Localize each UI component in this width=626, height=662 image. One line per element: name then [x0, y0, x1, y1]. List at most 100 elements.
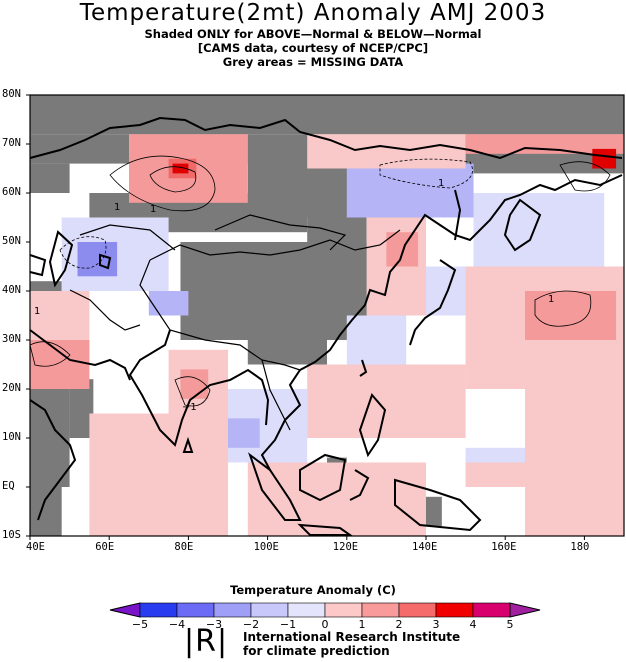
border-mongolia — [214, 214, 347, 251]
field-blue_dark — [77, 242, 118, 277]
contour-label: 1 — [34, 306, 40, 317]
field-missing — [30, 95, 624, 135]
coastline-taiwan — [359, 359, 368, 377]
subtitle-missing-note: Grey areas = MISSING DATA — [222, 55, 404, 69]
field-red_light — [307, 364, 466, 438]
border-indochina — [261, 359, 291, 431]
contour-label: 1 — [548, 294, 554, 305]
map-frame — [29, 94, 625, 537]
iri-org-line2: for climate prediction — [243, 644, 390, 658]
field-red_max — [172, 163, 189, 174]
coastline-sumatra — [248, 452, 302, 521]
coastline-japan — [409, 259, 457, 346]
lon-label: 160E — [491, 541, 517, 553]
lat-label: 10S — [2, 529, 21, 541]
contour-east-siberia-warm — [559, 161, 611, 192]
map-title: Temperature(2mt) Anomaly AMJ 2003 — [79, 0, 547, 26]
iri-logo: |R| — [184, 624, 229, 659]
contour-central-cold — [59, 236, 107, 269]
coastline-sakhalin — [454, 189, 462, 241]
lat-label: 40N — [2, 284, 21, 296]
contour-label: 1 — [438, 178, 444, 189]
lat-label: 80N — [2, 88, 21, 100]
lat-label: 50N — [2, 235, 21, 247]
colorbar-title: Temperature Anomaly (C) — [230, 583, 396, 597]
axis-ticks — [26, 94, 585, 540]
coastline-east-africa — [29, 399, 77, 521]
colorbar-tick-label: −4 — [168, 618, 186, 631]
contour-label: 1 — [114, 202, 120, 213]
coastline-east-siberia — [260, 174, 623, 471]
colorbar-swatch — [398, 602, 437, 618]
colorbar-swatch — [176, 602, 215, 618]
subtitle-shading-note: Shaded ONLY for ABOVE—Normal & BELOW—Nor… — [144, 27, 482, 41]
coastline-arctic — [29, 116, 623, 160]
field-red_mid — [30, 340, 90, 389]
field-blue_light — [473, 193, 605, 267]
field-missing — [30, 487, 62, 536]
border-kazakh — [79, 224, 176, 251]
lon-label: 140E — [412, 541, 438, 553]
field-missing — [247, 315, 327, 365]
iri-org-line1: International Research Institute — [243, 630, 461, 644]
colorbar-tick-label: 1 — [358, 618, 366, 631]
colorbar — [109, 602, 541, 618]
colorbar-swatch — [472, 602, 511, 618]
colorbar-tick-label: 5 — [506, 618, 514, 631]
colorbar-tick-label: −1 — [279, 618, 297, 631]
field-blue_mid — [346, 163, 474, 218]
coastline-java — [297, 523, 354, 536]
field-missing — [69, 379, 94, 438]
coastline-new-guinea — [394, 478, 482, 532]
lon-label: 80E — [174, 541, 194, 553]
field-red_mid — [180, 369, 209, 399]
contour-east-cold — [379, 158, 473, 189]
colorbar-tick-label: −3 — [205, 618, 223, 631]
colorbar-tick-label: −2 — [242, 618, 260, 631]
lon-label: 120E — [332, 541, 359, 553]
lat-label: EQ — [2, 480, 15, 492]
colorbar-swatch — [213, 602, 252, 618]
lon-label: 60E — [95, 541, 115, 553]
field-red_max — [592, 148, 617, 169]
coastline-black-sea — [29, 254, 47, 277]
border-iran — [69, 289, 141, 331]
lon-label: 180 — [570, 541, 590, 553]
colorbar-swatch — [435, 602, 474, 618]
coastline-philippines — [358, 393, 387, 458]
border-china-north — [149, 229, 401, 261]
field-red_light — [465, 462, 525, 487]
coastline-caspian — [48, 230, 74, 288]
coastline-borneo — [299, 453, 347, 502]
colorbar-tick-label: 3 — [432, 618, 440, 631]
lat-label: 60N — [2, 186, 21, 198]
contour-siberia-warm-inner — [149, 166, 197, 193]
coastline-kamchatka — [503, 198, 542, 252]
colorbar-tick-label: −5 — [131, 618, 149, 631]
coastline-srilanka — [182, 436, 194, 453]
field-blue_light — [346, 315, 407, 365]
lat-label: 30N — [2, 333, 21, 345]
colorbar-swatch — [250, 602, 289, 618]
contour-arabia-warm — [29, 341, 71, 367]
contour-label: 1 — [150, 204, 156, 215]
anomaly-contours — [29, 155, 611, 407]
field-red_mid — [465, 134, 624, 154]
colorbar-swatch — [361, 602, 400, 618]
colorbar-swatch — [287, 602, 326, 618]
field-blue_mid — [148, 291, 189, 316]
lat-label: 70N — [2, 137, 21, 149]
lat-label: 10N — [2, 431, 21, 443]
field-missing — [30, 163, 70, 193]
coastlines — [29, 116, 623, 536]
colorbar-tick-label: 4 — [469, 618, 477, 631]
coastline-india — [128, 329, 270, 447]
field-red_mid — [386, 232, 419, 267]
subtitle-data-source: [CAMS data, courtesy of NCEP/CPC] — [197, 41, 429, 55]
colorbar-swatch — [139, 602, 178, 618]
field-red_light — [247, 462, 426, 536]
field-red_light — [89, 413, 229, 536]
lon-label: 100E — [253, 541, 279, 553]
contour-label: −1 — [182, 402, 197, 413]
